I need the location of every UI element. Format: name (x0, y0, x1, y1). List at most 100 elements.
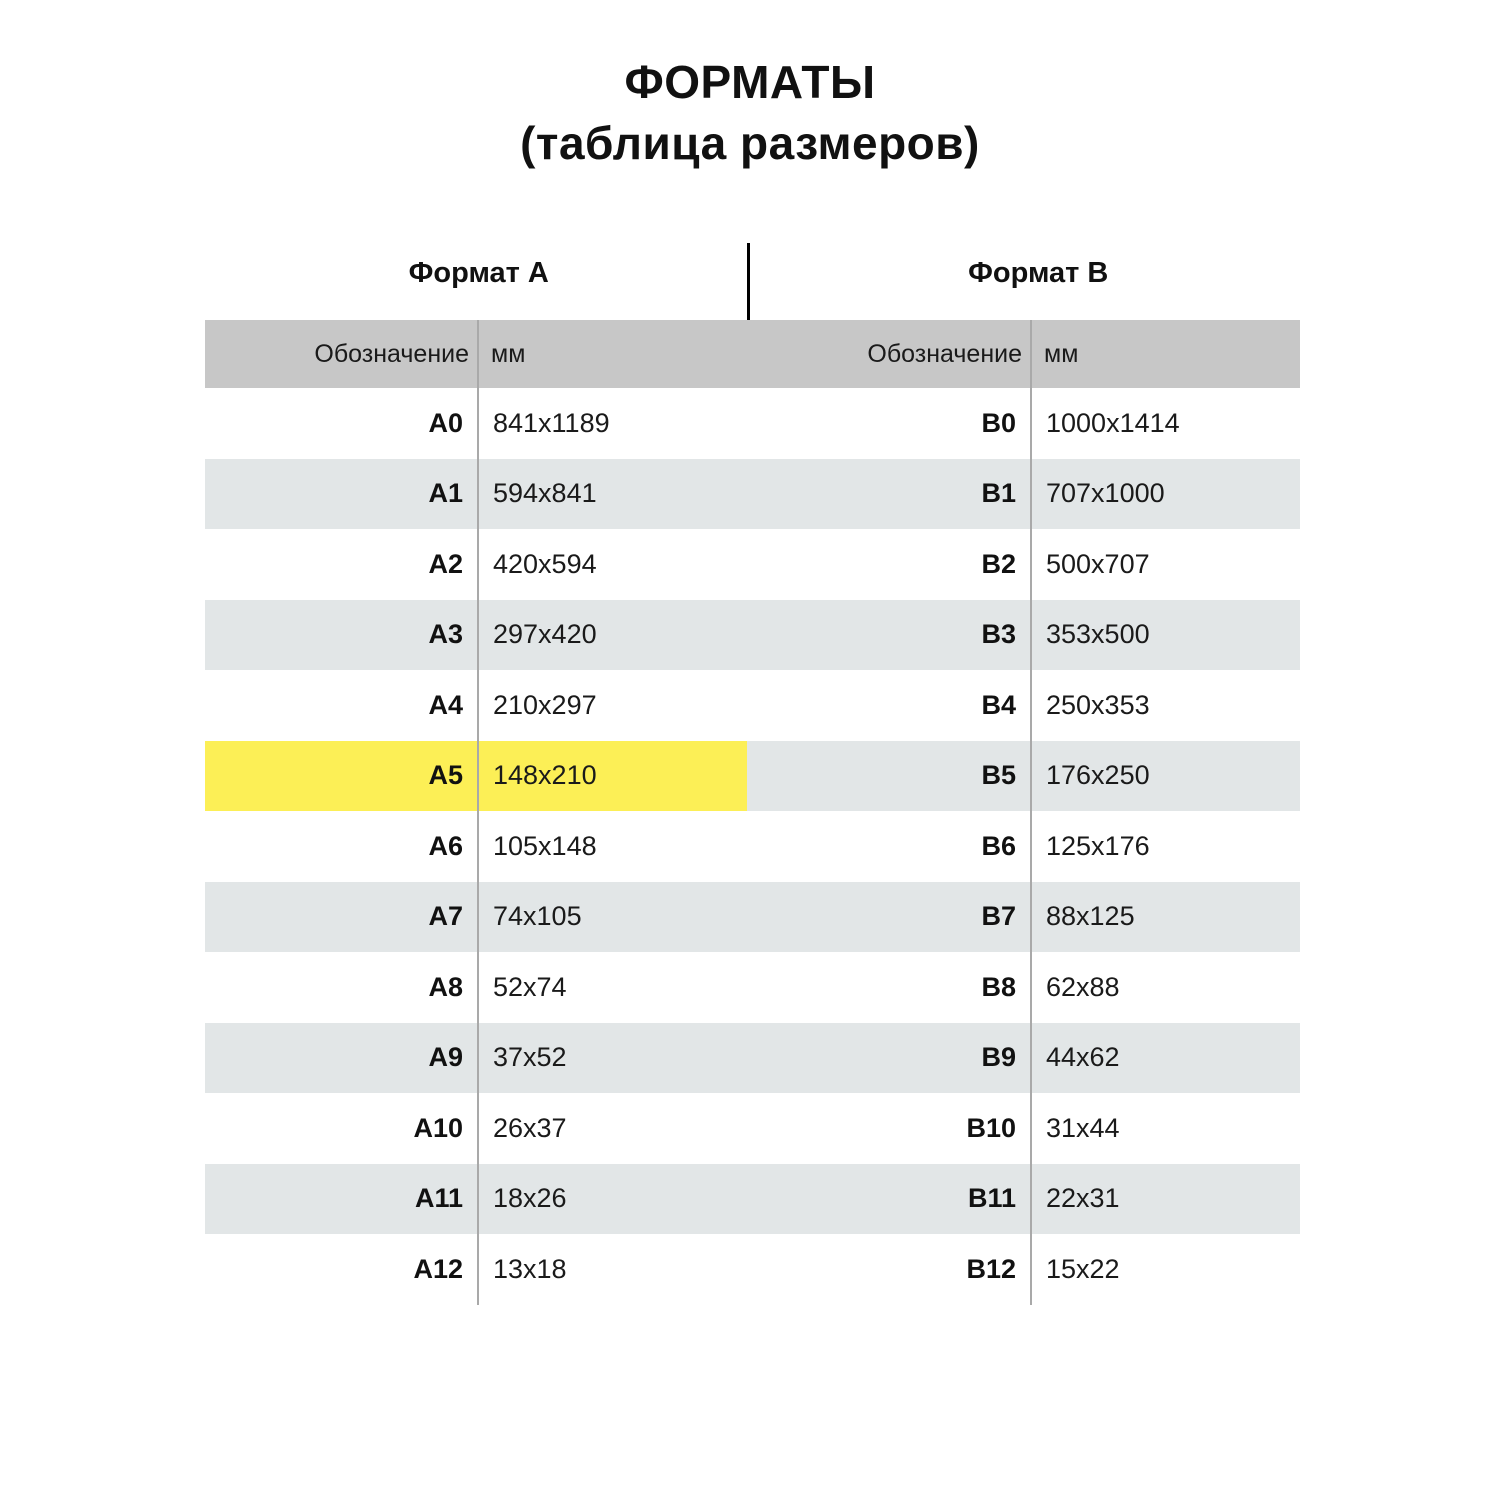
row-half-a: A11 18x26 (205, 1163, 747, 1234)
table-row: A0 841x1189 B0 1000x1414 (205, 388, 1300, 459)
cell-mm-a: 26x37 (477, 1093, 747, 1164)
table-row: A10 26x37 B10 31x44 (205, 1093, 1300, 1164)
cell-mm-a: 105x148 (477, 811, 747, 882)
row-half-a: A6 105x148 (205, 811, 747, 882)
row-half-b: B0 1000x1414 (747, 388, 1300, 459)
table-row: A1 594x841 B1 707x1000 (205, 458, 1300, 529)
row-half-b: B7 88x125 (747, 881, 1300, 952)
table-row: A2 420x594 B2 500x707 (205, 529, 1300, 600)
row-half-b: B1 707x1000 (747, 458, 1300, 529)
row-half-a: A9 37x52 (205, 1022, 747, 1093)
cell-code-a: A5 (428, 760, 463, 791)
column-header-code-a: Обозначение (314, 339, 469, 368)
cell-mm-b: 31x44 (1030, 1093, 1300, 1164)
table-header-half-a: Обозначение мм (205, 320, 747, 388)
cell-mm-b: 250x353 (1030, 670, 1300, 741)
table-row: A6 105x148 B6 125x176 (205, 811, 1300, 882)
row-half-b: B10 31x44 (747, 1093, 1300, 1164)
row-half-a: A8 52x74 (205, 952, 747, 1023)
cell-mm-a: 594x841 (477, 458, 747, 529)
cell-code-b: B11 (967, 1183, 1016, 1214)
cell-mm-a: 37x52 (477, 1022, 747, 1093)
cell-mm-b: 707x1000 (1030, 458, 1300, 529)
cell-code-a: A2 (428, 548, 463, 579)
cell-code-b: B1 (981, 478, 1016, 509)
row-half-b: B12 15x22 (747, 1234, 1300, 1305)
cell-mm-b: 125x176 (1030, 811, 1300, 882)
title-secondary: (таблица размеров) (520, 117, 980, 169)
cell-mm-b: 62x88 (1030, 952, 1300, 1023)
cell-mm-a: 210x297 (477, 670, 747, 741)
row-half-b: B6 125x176 (747, 811, 1300, 882)
row-half-b: B8 62x88 (747, 952, 1300, 1023)
cell-code-a: A8 (428, 971, 463, 1002)
page-title: ФОРМАТЫ (таблица размеров) (0, 52, 1500, 174)
section-header-format-a: Формат A (408, 257, 549, 289)
table-row: A12 13x18 B12 15x22 (205, 1234, 1300, 1305)
cell-mm-b: 176x250 (1030, 740, 1300, 811)
cell-mm-a: 297x420 (477, 599, 747, 670)
cell-mm-a: 74x105 (477, 881, 747, 952)
cell-code-a: A12 (413, 1253, 463, 1284)
cell-mm-b: 1000x1414 (1030, 388, 1300, 459)
cell-code-a: A4 (428, 689, 463, 720)
cell-code-a: A7 (428, 901, 463, 932)
cell-mm-a: 148x210 (477, 740, 747, 811)
cell-mm-b: 88x125 (1030, 881, 1300, 952)
cell-code-b: B12 (966, 1253, 1016, 1284)
cell-code-a: A9 (428, 1042, 463, 1073)
row-half-a: A3 297x420 (205, 599, 747, 670)
row-half-a: A10 26x37 (205, 1093, 747, 1164)
cell-mm-a: 18x26 (477, 1163, 747, 1234)
row-half-b: B5 176x250 (747, 740, 1300, 811)
section-header-format-b: Формат B (968, 257, 1109, 289)
cell-mm-b: 15x22 (1030, 1234, 1300, 1305)
table-row: A3 297x420 B3 353x500 (205, 599, 1300, 670)
cell-code-b: B6 (981, 830, 1016, 861)
cell-code-b: B0 (981, 407, 1016, 438)
table-row: A7 74x105 B7 88x125 (205, 881, 1300, 952)
row-half-a: A4 210x297 (205, 670, 747, 741)
cell-code-a: A11 (414, 1183, 463, 1214)
table-row: A9 37x52 B9 44x62 (205, 1022, 1300, 1093)
row-half-b: B2 500x707 (747, 529, 1300, 600)
cell-mm-b: 44x62 (1030, 1022, 1300, 1093)
section-header-row: Формат A Формат B (205, 248, 1300, 306)
cell-code-b: B10 (966, 1112, 1016, 1143)
cell-code-a: A3 (428, 619, 463, 650)
cell-code-b: B9 (981, 1042, 1016, 1073)
table-body: A0 841x1189 B0 1000x1414 A1 594x841 B1 707x1000… (205, 388, 1300, 1305)
row-half-a-highlighted: A5 148x210 (205, 740, 747, 811)
row-half-a: A7 74x105 (205, 881, 747, 952)
cell-code-a: A10 (413, 1112, 463, 1143)
column-header-code-b: Обозначение (867, 339, 1022, 368)
cell-code-b: B5 (981, 760, 1016, 791)
column-header-mm-b: мм (1030, 320, 1300, 388)
table-header-row: Обозначение мм Обозначение мм (205, 320, 1300, 388)
row-half-a: A2 420x594 (205, 529, 747, 600)
row-half-b: B11 22x31 (747, 1163, 1300, 1234)
cell-mm-a: 13x18 (477, 1234, 747, 1305)
column-header-mm-a: мм (477, 320, 747, 388)
row-half-b: B3 353x500 (747, 599, 1300, 670)
cell-code-a: A1 (428, 478, 463, 509)
cell-code-b: B3 (981, 619, 1016, 650)
cell-code-b: B8 (981, 971, 1016, 1002)
cell-code-a: A0 (428, 407, 463, 438)
row-half-a: A12 13x18 (205, 1234, 747, 1305)
cell-code-b: B7 (981, 901, 1016, 932)
title-primary: ФОРМАТЫ (624, 56, 876, 108)
cell-mm-a: 420x594 (477, 529, 747, 600)
table-row: A5 148x210 B5 176x250 (205, 740, 1300, 811)
formats-table: Обозначение мм Обозначение мм A0 841x1189… (205, 320, 1300, 1305)
row-half-a: A0 841x1189 (205, 388, 747, 459)
row-half-b: B4 250x353 (747, 670, 1300, 741)
cell-mm-b: 353x500 (1030, 599, 1300, 670)
table-row: A11 18x26 B11 22x31 (205, 1163, 1300, 1234)
cell-code-b: B4 (981, 689, 1016, 720)
table-header-half-b: Обозначение мм (747, 320, 1300, 388)
cell-code-a: A6 (428, 830, 463, 861)
cell-code-b: B2 (981, 548, 1016, 579)
cell-mm-a: 52x74 (477, 952, 747, 1023)
